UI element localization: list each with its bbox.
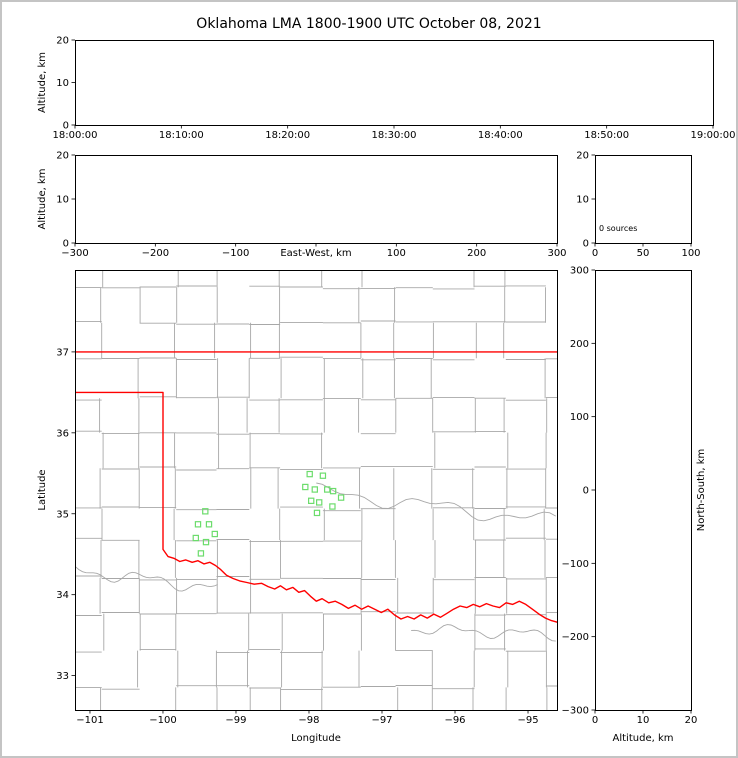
lma-station-marker [329,503,336,510]
y-tick-label: −100 [562,559,589,570]
y-tick-label: 0 [63,239,69,250]
x-tick-label: 300 [547,248,566,259]
y-tick-label: 200 [570,339,589,350]
panel-frame-plan_view [75,270,558,711]
x-tick-label: 100 [387,248,406,259]
y-tick-label: 20 [56,36,69,47]
lma-station-marker [197,550,205,557]
figure-title: Oklahoma LMA 1800-1900 UTC October 08, 2… [196,16,541,32]
y-tick-label: −300 [562,706,589,717]
y-tick-label: 0 [63,121,69,132]
x-tick-label: 100 [681,248,700,259]
county-borders [75,270,557,710]
lma-station-marker [306,470,313,478]
x-tick-label: 18:00:00 [53,130,98,141]
x-tick-label: 18:10:00 [159,130,204,141]
y-tick-label: 36 [56,428,69,439]
lma-station-marker [337,494,345,501]
lma-station-marker [194,521,202,528]
x-tick-label: −99 [225,715,246,726]
y-tick-label: 20 [576,151,589,162]
y-tick-label: 37 [56,347,69,358]
lma-station-marker [205,521,213,528]
y-tick-label: 10 [56,78,69,89]
x-tick-label: −100 [222,248,249,259]
x-tick-label: 20 [685,715,698,726]
lma-station-marker [316,499,323,506]
time-panel-ylabel: Altitude, km [37,52,48,113]
panel-frame-time_height [75,40,714,126]
lma-station-marker [202,508,209,515]
y-tick-label: 34 [56,590,69,601]
x-tick-label: −97 [371,715,392,726]
lma-station-marker [329,487,337,495]
panel-frame-ew_height [75,155,558,244]
ew-panel-xlabel: East-West, km [280,248,351,259]
y-tick-label: 10 [56,195,69,206]
y-tick-label: 10 [576,195,589,206]
x-tick-label: −100 [149,715,176,726]
x-tick-label: 0 [592,715,598,726]
y-tick-label: 0 [583,239,589,250]
river-line [316,482,557,522]
x-tick-label: 50 [637,248,650,259]
map-layers [75,270,557,710]
lma-station-marker [302,483,309,491]
lma-station-marker [319,472,327,479]
river-line [75,566,218,592]
lma-station-marker [324,486,331,493]
panel-frame-histogram [595,155,692,244]
source-count-annotation: 0 sources [599,224,637,233]
lma-station-marker [192,534,199,542]
map-ylabel: Latitude [37,469,48,510]
x-tick-label: −96 [444,715,465,726]
x-tick-label: 18:40:00 [478,130,523,141]
y-tick-label: 20 [56,151,69,162]
lma-station-marker [311,486,319,493]
lma-station-marker [313,509,321,517]
y-tick-label: 100 [570,412,589,423]
ew-panel-ylabel: Altitude, km [37,169,48,230]
y-tick-label: 0 [583,486,589,497]
ns-panel-xlabel: Altitude, km [613,733,674,744]
x-tick-label: 10 [637,715,650,726]
lma-station-marker [211,530,218,538]
x-tick-label: −95 [517,715,538,726]
lma-station-marker [308,497,315,505]
x-tick-label: 200 [467,248,486,259]
river-line [411,624,556,642]
y-tick-label: 33 [56,671,69,682]
panel-frame-ns_height [595,270,692,711]
x-tick-label: −200 [142,248,169,259]
lma-station-marker [202,538,210,546]
x-tick-label: 18:30:00 [372,130,417,141]
x-tick-label: 0 [592,248,598,259]
y-tick-label: −200 [562,632,589,643]
x-tick-label: 18:20:00 [265,130,310,141]
x-tick-label: −98 [298,715,319,726]
y-tick-label: 300 [570,266,589,277]
state-border [75,391,557,623]
x-tick-label: 18:50:00 [584,130,629,141]
map-xlabel: Longitude [291,733,341,744]
x-tick-label: −300 [61,248,88,259]
y-tick-label: 35 [56,509,69,520]
x-tick-label: −101 [76,715,103,726]
x-tick-label: 19:00:00 [691,130,736,141]
ns-panel-ylabel: North-South, km [696,449,707,532]
